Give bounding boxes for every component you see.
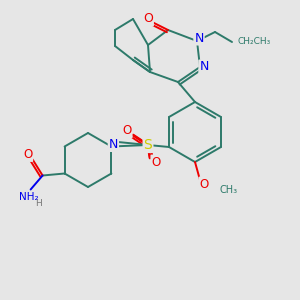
Text: O: O: [122, 124, 132, 137]
Text: H: H: [35, 199, 42, 208]
Text: N: N: [199, 61, 209, 74]
Text: O: O: [152, 155, 160, 169]
Text: O: O: [23, 148, 32, 161]
Text: N: N: [109, 138, 118, 151]
Text: N: N: [194, 32, 204, 44]
Text: O: O: [200, 178, 208, 190]
Text: O: O: [143, 13, 153, 26]
Text: CH₂CH₃: CH₂CH₃: [237, 38, 270, 46]
Text: NH₂: NH₂: [19, 193, 38, 202]
Text: CH₃: CH₃: [220, 185, 238, 195]
Text: S: S: [144, 138, 152, 152]
